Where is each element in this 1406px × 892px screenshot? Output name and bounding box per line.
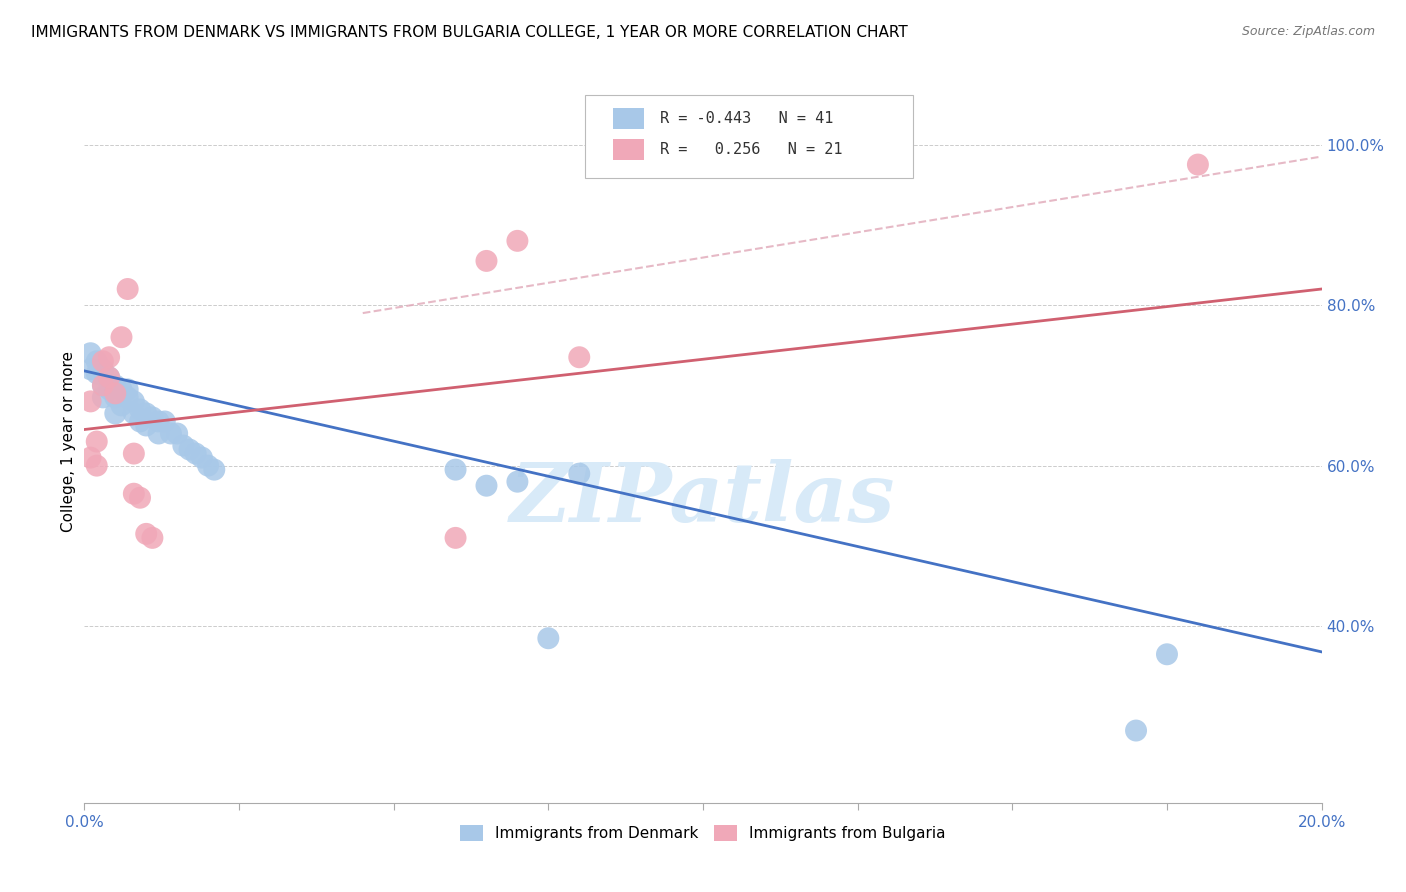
Point [98,370,121,384]
Point [86,458,108,473]
Point [197,458,219,473]
Point [1156,648,1178,662]
Point [148,415,170,429]
Point [166,426,188,441]
Point [160,426,183,441]
Point [79,346,101,360]
Point [86,434,108,449]
Point [1187,158,1209,172]
Legend: Immigrants from Denmark, Immigrants from Bulgaria: Immigrants from Denmark, Immigrants from… [454,819,952,847]
Text: IMMIGRANTS FROM DENMARK VS IMMIGRANTS FROM BULGARIA COLLEGE, 1 YEAR OR MORE CORR: IMMIGRANTS FROM DENMARK VS IMMIGRANTS FR… [31,25,908,40]
Point [117,391,139,405]
Point [79,450,101,465]
Point [98,370,121,384]
Point [172,439,194,453]
Text: Source: ZipAtlas.com: Source: ZipAtlas.com [1241,25,1375,38]
Point [135,407,157,421]
Point [104,407,127,421]
Point [91,354,114,368]
Point [86,366,108,380]
Point [506,475,529,489]
Point [568,467,591,481]
Point [91,391,114,405]
Point [202,463,225,477]
Point [444,463,467,477]
Point [122,447,145,461]
Point [1125,723,1147,738]
Point [98,383,121,397]
Y-axis label: College, 1 year or more: College, 1 year or more [60,351,76,532]
Point [135,526,157,541]
Point [475,479,498,493]
Point [110,398,132,412]
FancyBboxPatch shape [613,108,644,129]
Point [110,383,132,397]
Point [122,407,145,421]
Point [184,447,207,461]
Point [91,378,114,392]
Point [117,383,139,397]
Point [129,491,152,505]
Point [122,487,145,501]
Point [129,415,152,429]
Point [104,391,127,405]
FancyBboxPatch shape [613,138,644,161]
Point [537,632,560,646]
Point [568,350,591,364]
Point [191,450,214,465]
Point [79,362,101,376]
Point [475,254,498,268]
Point [98,350,121,364]
Point [153,415,176,429]
Point [179,442,201,457]
Point [104,378,127,392]
Point [506,234,529,248]
Point [79,394,101,409]
Point [86,354,108,368]
Text: R =   0.256   N = 21: R = 0.256 N = 21 [659,142,842,157]
Point [148,426,170,441]
Point [135,418,157,433]
Point [117,282,139,296]
FancyBboxPatch shape [585,95,914,178]
Point [129,402,152,417]
Point [91,378,114,392]
Text: R = -0.443   N = 41: R = -0.443 N = 41 [659,112,834,126]
Point [141,531,163,545]
Point [122,394,145,409]
Text: ZIPatlas: ZIPatlas [510,459,896,540]
Point [444,531,467,545]
Point [91,362,114,376]
Point [110,330,132,344]
Point [141,410,163,425]
Point [104,386,127,401]
